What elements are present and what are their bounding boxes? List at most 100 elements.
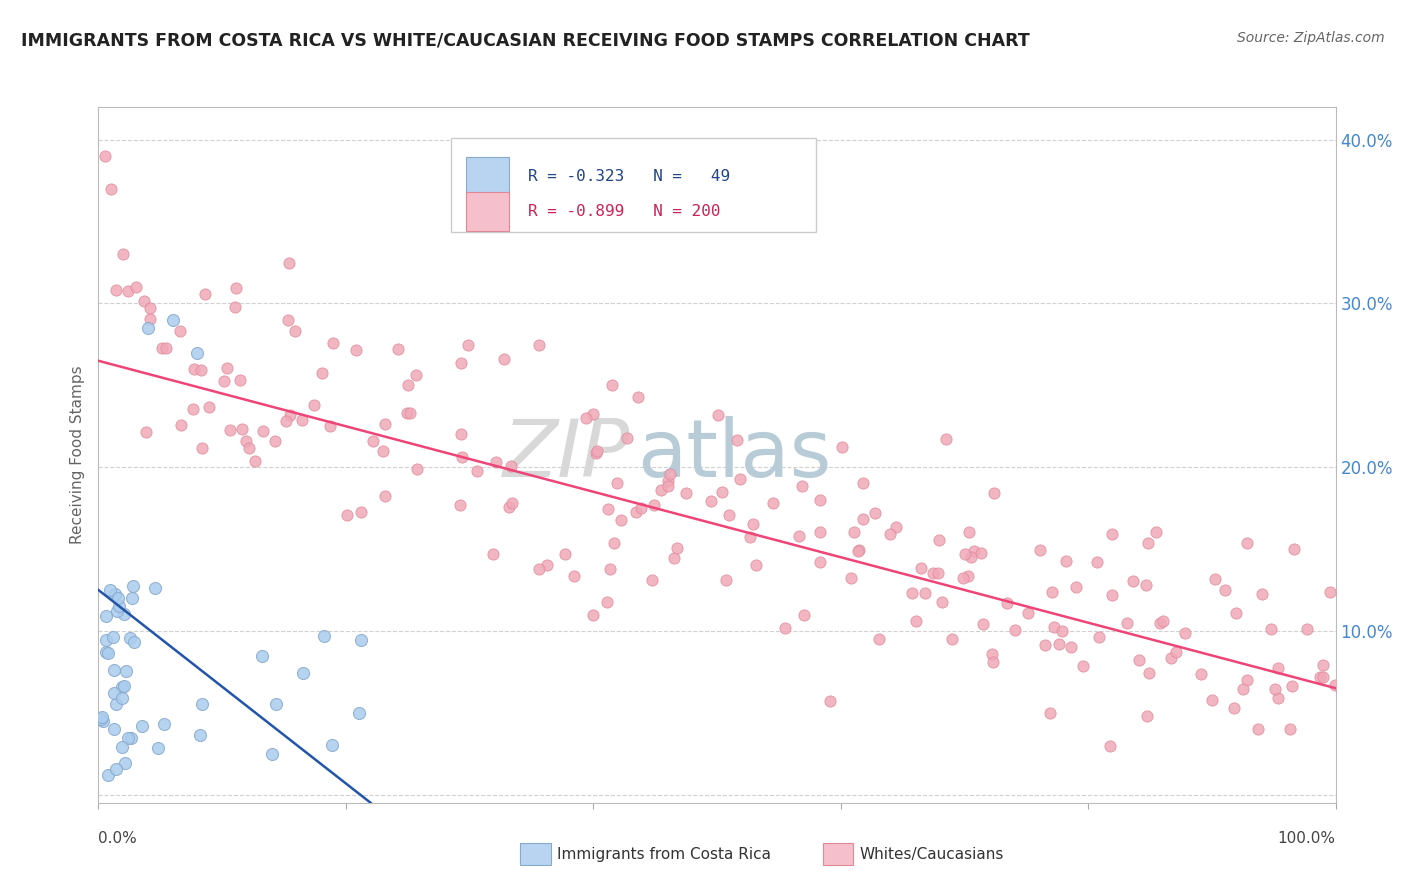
Text: atlas: atlas: [637, 416, 831, 494]
Point: [1213, 583, 1236, 598]
Point: [865, 506, 887, 520]
Point: [1281, 679, 1303, 693]
Point: [139, 311, 162, 326]
Point: [191, 442, 214, 456]
Point: [1250, 587, 1272, 601]
Point: [1267, 661, 1289, 675]
Point: [762, 496, 785, 510]
Point: [1264, 681, 1286, 696]
Text: R = -0.323   N =   49: R = -0.323 N = 49: [527, 169, 730, 184]
Point: [921, 566, 943, 580]
Point: [980, 647, 1002, 661]
Point: [190, 362, 212, 376]
Point: [1174, 626, 1197, 640]
Point: [238, 441, 260, 455]
Point: [215, 360, 238, 375]
Point: [1282, 542, 1305, 557]
Point: [186, 345, 208, 359]
Point: [143, 581, 166, 595]
Point: [139, 301, 162, 316]
Point: [98, 582, 121, 597]
Point: [1043, 620, 1066, 634]
Point: [1236, 673, 1258, 688]
Point: [122, 635, 145, 649]
Point: [252, 424, 274, 438]
Point: [219, 423, 242, 437]
Point: [879, 527, 901, 541]
Point: [114, 756, 136, 770]
Point: [449, 498, 471, 512]
Point: [527, 337, 550, 351]
Point: [396, 378, 419, 392]
Y-axis label: Receiving Food Stamps: Receiving Food Stamps: [70, 366, 86, 544]
FancyBboxPatch shape: [451, 138, 815, 232]
Point: [103, 722, 125, 736]
Point: [311, 366, 333, 380]
Point: [96, 632, 118, 647]
Point: [112, 607, 135, 621]
Point: [808, 524, 831, 539]
Point: [450, 450, 472, 464]
Point: [981, 655, 1004, 669]
Point: [1064, 580, 1087, 594]
Point: [928, 533, 950, 548]
Point: [1152, 614, 1174, 628]
Point: [585, 446, 607, 460]
Point: [191, 697, 214, 711]
Point: [1312, 657, 1334, 672]
Point: [107, 604, 129, 618]
Point: [103, 663, 125, 677]
Point: [1085, 555, 1108, 569]
Point: [225, 281, 247, 295]
Point: [395, 406, 418, 420]
Point: [773, 621, 796, 635]
Point: [792, 478, 814, 492]
Point: [284, 324, 307, 338]
Point: [105, 762, 128, 776]
Point: [100, 182, 122, 196]
Point: [277, 256, 299, 270]
Point: [150, 341, 173, 355]
Point: [818, 694, 841, 708]
Point: [841, 571, 863, 585]
Point: [787, 529, 810, 543]
Point: [1279, 722, 1302, 736]
Point: [1040, 585, 1063, 599]
Point: [624, 505, 647, 519]
Point: [243, 453, 266, 467]
Text: R = -0.899   N = 200: R = -0.899 N = 200: [527, 204, 720, 219]
Point: [1098, 739, 1121, 753]
Point: [264, 697, 287, 711]
Point: [135, 425, 157, 439]
Point: [1232, 681, 1254, 696]
Point: [494, 351, 516, 366]
Point: [1166, 645, 1188, 659]
Point: [1309, 670, 1331, 684]
Point: [103, 630, 125, 644]
Point: [953, 547, 976, 561]
Point: [120, 731, 142, 746]
Point: [1047, 637, 1070, 651]
Point: [183, 402, 205, 417]
Point: [960, 550, 983, 565]
Point: [1222, 701, 1244, 715]
Point: [231, 422, 253, 436]
Point: [600, 377, 623, 392]
Point: [387, 342, 409, 356]
Text: IMMIGRANTS FROM COSTA RICA VS WHITE/CAUCASIAN RECEIVING FOOD STAMPS CORRELATION : IMMIGRANTS FROM COSTA RICA VS WHITE/CAUC…: [21, 31, 1029, 49]
Point: [111, 739, 134, 754]
Point: [252, 648, 274, 663]
Point: [650, 483, 672, 497]
Point: [260, 747, 283, 761]
Point: [711, 485, 734, 500]
Point: [931, 595, 953, 609]
Point: [322, 335, 344, 350]
Point: [630, 501, 652, 516]
Point: [499, 458, 522, 473]
Point: [1312, 670, 1334, 684]
Point: [371, 443, 394, 458]
Point: [1087, 630, 1109, 644]
Point: [657, 479, 679, 493]
Point: [1122, 574, 1144, 588]
Point: [482, 547, 505, 561]
